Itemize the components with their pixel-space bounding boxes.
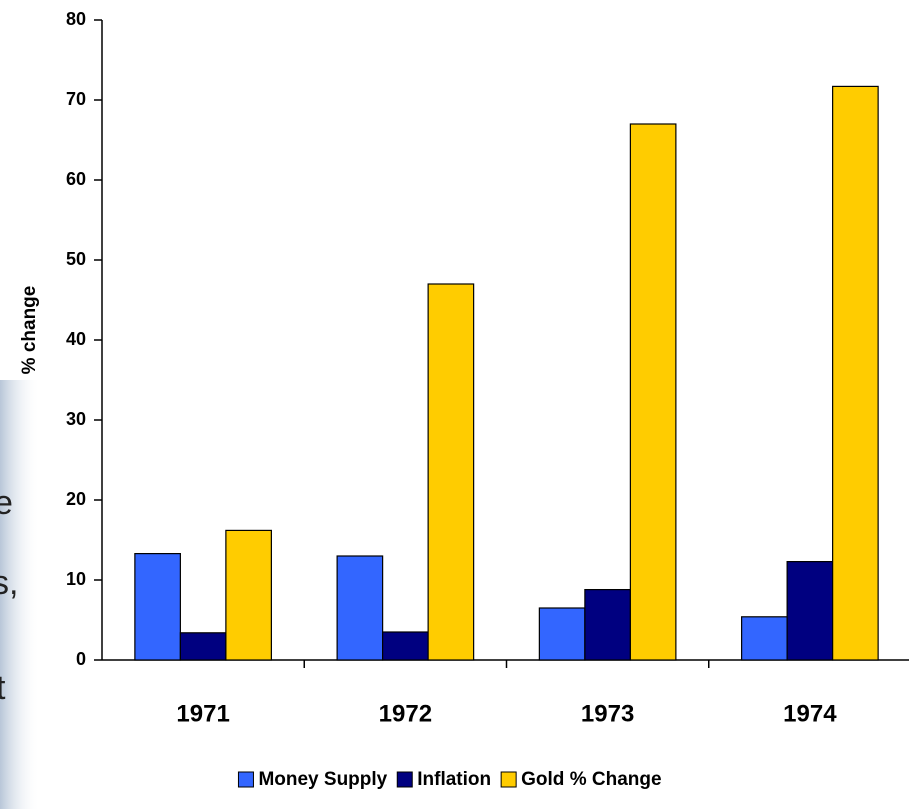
background-text: e: [0, 484, 13, 522]
y-tick-label: 50: [66, 249, 86, 269]
background-edge: [0, 380, 40, 809]
y-tick-label: 10: [66, 569, 86, 589]
bar: [786, 560, 834, 661]
legend-label: Inflation: [417, 769, 491, 790]
background-text: t: [0, 669, 6, 707]
legend-label: Gold % Change: [521, 769, 661, 790]
y-tick-label: 40: [66, 329, 86, 349]
legend-swatch: [237, 771, 254, 788]
y-tick-label: 30: [66, 409, 86, 429]
x-tick-label: 1974: [783, 700, 837, 727]
y-tick-label: 60: [66, 169, 86, 189]
bar: [225, 529, 272, 661]
bar: [336, 555, 384, 661]
bar: [584, 588, 631, 661]
legend-label: Money Supply: [258, 769, 387, 790]
y-tick-label: 20: [66, 489, 86, 509]
background-text: s,: [0, 564, 18, 602]
x-tick-label: 1972: [379, 700, 432, 727]
bar: [179, 632, 227, 661]
x-tick-label: 1973: [581, 700, 634, 727]
bar: [538, 607, 586, 661]
y-axis-label: % change: [19, 286, 40, 375]
y-tick-label: 0: [76, 649, 86, 669]
legend-swatch: [500, 771, 517, 788]
bar: [832, 85, 879, 661]
bar: [382, 631, 429, 661]
bar: [134, 552, 181, 661]
legend-swatch: [396, 771, 413, 788]
y-tick-label: 80: [66, 9, 86, 29]
x-tick-label: 1971: [176, 700, 229, 727]
bar: [629, 123, 677, 661]
bar: [741, 616, 788, 661]
bar: [427, 283, 475, 661]
y-tick-label: 70: [66, 89, 86, 109]
